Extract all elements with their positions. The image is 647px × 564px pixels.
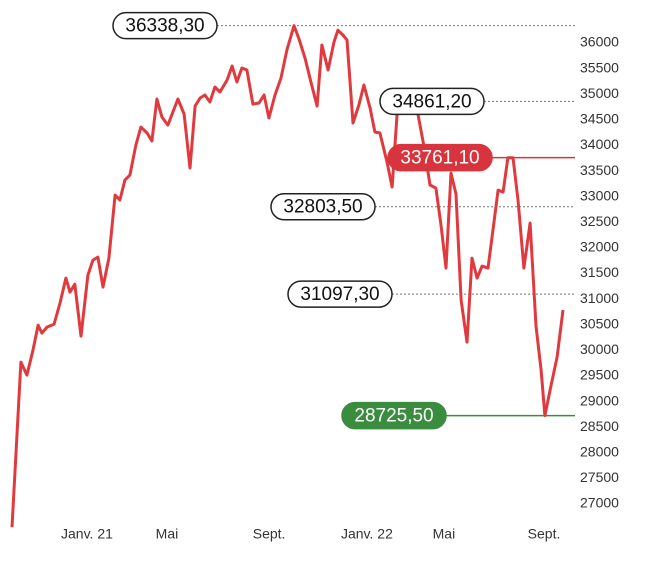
y-tick-label: 28000: [580, 443, 619, 459]
y-tick-label: 30500: [580, 315, 619, 331]
y-tick-label: 33500: [580, 162, 619, 178]
y-tick-label: 28500: [580, 418, 619, 434]
x-tick-label: Janv. 21: [61, 526, 113, 542]
y-tick-label: 33000: [580, 187, 619, 203]
annotation-box: [287, 280, 393, 308]
annotation-box: [379, 87, 485, 116]
annotation-label: 31097,30: [300, 284, 379, 305]
y-tick-label: 34500: [580, 111, 619, 127]
x-tick-label: Mai: [433, 526, 456, 542]
annotation-label: 34861,20: [392, 91, 471, 112]
annotation-box: [387, 143, 493, 172]
y-tick-label: 27000: [580, 495, 619, 511]
annotation-box: [341, 401, 447, 430]
x-tick-label: Sept.: [253, 526, 286, 542]
annotation-label: 33761,10: [400, 148, 479, 169]
x-tick-label: Janv. 22: [341, 526, 393, 542]
y-tick-label: 32500: [580, 213, 619, 229]
annotation-label: 36338,30: [125, 16, 204, 37]
y-tick-label: 36000: [580, 34, 619, 50]
y-tick-label: 27500: [580, 469, 619, 485]
y-tick-label: 34000: [580, 136, 619, 152]
y-tick-label: 31500: [580, 264, 619, 280]
annotation-box: [270, 192, 376, 221]
annotation-box: [112, 11, 218, 40]
y-tick-label: 29500: [580, 367, 619, 383]
y-tick-label: 35000: [580, 85, 619, 101]
y-tick-label: 32000: [580, 239, 619, 255]
y-tick-label: 30000: [580, 341, 619, 357]
x-tick-label: Mai: [156, 526, 179, 542]
y-tick-label: 29000: [580, 392, 619, 408]
y-tick-label: 31000: [580, 290, 619, 306]
line-series: [10, 24, 565, 528]
annotation-label: 32803,50: [283, 197, 362, 218]
annotation-label: 28725,50: [354, 406, 433, 427]
y-tick-label: 35500: [580, 59, 619, 75]
x-tick-label: Sept.: [528, 526, 561, 542]
